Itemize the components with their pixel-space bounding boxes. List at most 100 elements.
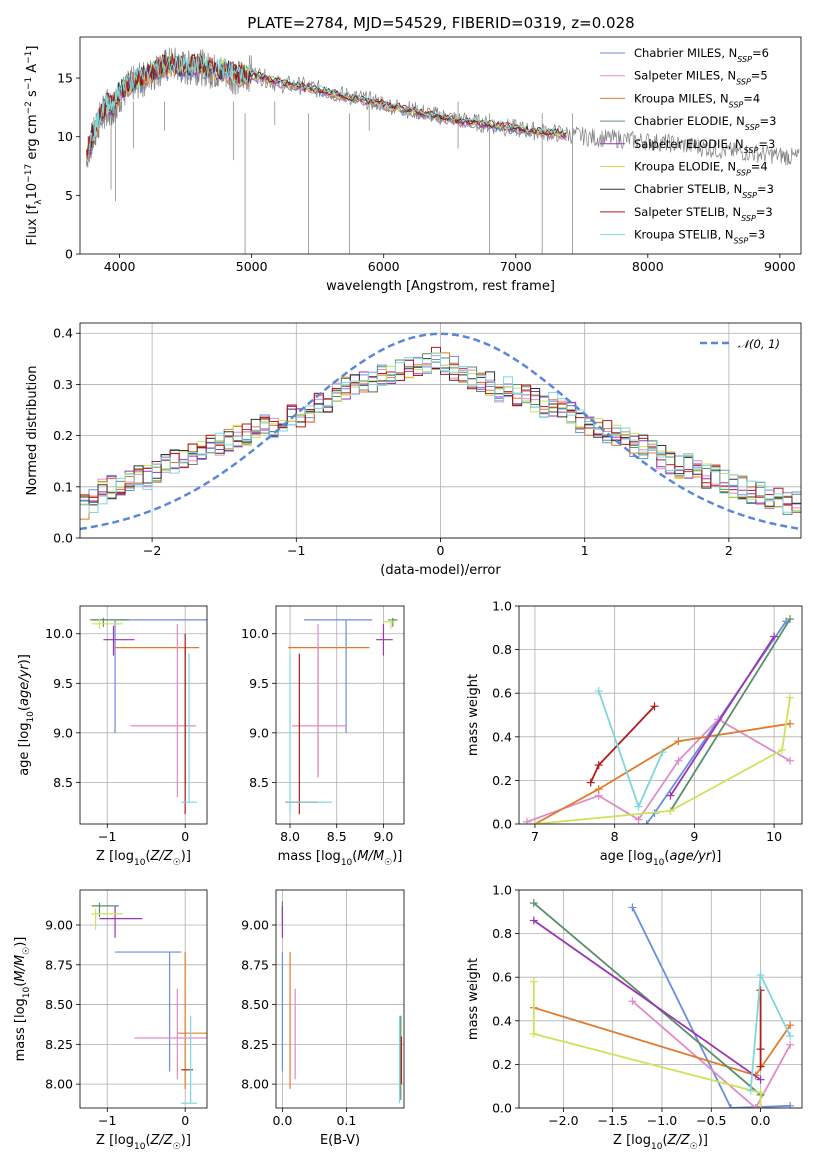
y-tick-label: 9.00 — [241, 918, 269, 933]
x-axis-label: Z [log10(Z/Z☉)] — [96, 849, 191, 868]
legend: Chabrier MILES, NSSP=6 Salpeter MILES, NS… — [600, 46, 776, 245]
y-tick-label: 10.0 — [241, 626, 269, 641]
x-tick-label: 8000 — [632, 259, 664, 274]
x-tick-label: 10 — [766, 829, 782, 844]
plot-area — [285, 617, 398, 815]
y-tick-label: 0.4 — [53, 326, 73, 341]
panel-mass-weight-vs-Z: −2.0 −1.5 −1.0 −0.5 0.0 0.0 0.2 0.4 0.6 0.8 1.0 Z [… — [466, 883, 803, 1152]
x-tick-label: 1 — [581, 543, 589, 558]
x-axis-label: age [log10(age/yr)] — [600, 849, 722, 868]
panel-age-vs-Z: −1 0 8.5 9.0 9.5 10.0 Z [log10(Z/Z☉)] age [log1… — [17, 605, 208, 868]
x-tick-label: 8 — [611, 829, 619, 844]
series-line — [533, 902, 762, 1096]
normal-curve — [80, 332, 801, 531]
panel-spectrum: 4000 5000 6000 7000 8000 9000 0 5 10 15 Chabrier M… — [24, 36, 802, 294]
x-tick-label: 0 — [181, 829, 189, 844]
y-tick-label: 8.00 — [241, 1077, 269, 1092]
x-tick-label: 5000 — [236, 259, 268, 274]
y-tick-label: 0.0 — [492, 817, 512, 832]
axes-frame — [518, 605, 803, 825]
y-axis-label: mass weight — [466, 958, 481, 1040]
plot-area — [90, 617, 207, 815]
axes-frame — [275, 889, 405, 1109]
axes-frame — [275, 605, 405, 825]
x-tick-label: 0 — [181, 1113, 189, 1128]
series-line — [534, 722, 791, 824]
x-tick-label: −1.5 — [597, 1113, 627, 1128]
y-tick-label: 9.5 — [249, 676, 269, 691]
x-axis-label: Z [log10(Z/Z☉)] — [613, 1133, 708, 1152]
y-tick-label: 0.3 — [53, 377, 73, 392]
x-axis-label: Z [log10(Z/Z☉)] — [96, 1133, 191, 1152]
x-tick-label: −2.0 — [548, 1113, 578, 1128]
series-line — [669, 618, 791, 812]
y-tick-label: 0.4 — [492, 1013, 512, 1028]
y-axis-label: Flux [fλ10−17 erg cm−2 s−1 A−1] — [24, 46, 44, 246]
x-tick-label: −0.5 — [696, 1113, 726, 1128]
x-tick-label: 9.0 — [373, 829, 393, 844]
series-line — [532, 981, 762, 1108]
x-tick-label: −2 — [143, 543, 161, 558]
x-tick-label: 9 — [690, 829, 698, 844]
x-tick-label: 6000 — [368, 259, 400, 274]
y-tick-label: 1.0 — [492, 883, 512, 898]
series-line — [534, 697, 791, 824]
y-tick-label: 9.0 — [249, 725, 269, 740]
x-tick-label: 0.1 — [336, 1113, 356, 1128]
y-axis-label: Normed distribution — [25, 366, 40, 496]
x-tick-label: 8.0 — [280, 829, 300, 844]
y-tick-label: 8.25 — [241, 1037, 269, 1052]
series-line — [631, 1000, 791, 1108]
y-tick-label: 10.0 — [45, 626, 73, 641]
legend-label: Chabrier MILES, NSSP=6 — [634, 46, 769, 64]
x-axis-label: wavelength [Angstrom, rest frame] — [326, 279, 555, 294]
plot-area — [86, 47, 800, 254]
legend-label: Salpeter STELIB, NSSP=3 — [634, 205, 773, 223]
y-axis-label: mass [log10(M/M☉)] — [13, 937, 32, 1062]
plot-area — [529, 899, 795, 1108]
x-tick-label: −1 — [287, 543, 305, 558]
y-tick-label: 8.5 — [53, 775, 73, 790]
axes-frame — [79, 36, 802, 255]
legend-label: Kroupa STELIB, NSSP=3 — [634, 228, 765, 246]
y-tick-label: 9.0 — [53, 725, 73, 740]
x-tick-label: 0.0 — [751, 1113, 771, 1128]
plot-area — [281, 901, 403, 1104]
legend-label: Chabrier STELIB, NSSP=3 — [634, 182, 774, 200]
model-spectrum — [86, 54, 567, 163]
series-line — [533, 919, 762, 1081]
y-tick-label: 9.00 — [45, 918, 73, 933]
y-tick-label: 0.2 — [492, 1057, 512, 1072]
y-tick-label: 0.0 — [492, 1101, 512, 1116]
y-tick-label: 8.00 — [45, 1077, 73, 1092]
plot-area — [522, 615, 795, 824]
y-tick-label: 5 — [65, 188, 73, 203]
y-tick-label: 8.50 — [45, 997, 73, 1012]
y-tick-label: 8.5 — [249, 775, 269, 790]
y-tick-label: 0.8 — [492, 926, 512, 941]
x-axis-label: mass [log10(M/M☉)] — [278, 849, 403, 868]
x-axis-label: (data-model)/error — [380, 563, 501, 578]
x-tick-label: −1 — [98, 829, 116, 844]
panel-mass-vs-EBV: 0.0 0.1 8.00 8.25 8.50 8.75 9.00 E(B-V) — [241, 889, 405, 1148]
axes-frame — [79, 889, 208, 1109]
y-tick-label: 10 — [57, 129, 73, 144]
axes-frame — [79, 605, 208, 825]
y-tick-label: 8.75 — [45, 957, 73, 972]
plot-area — [91, 902, 207, 1104]
series-line — [526, 718, 791, 823]
histogram-step — [80, 352, 801, 514]
x-tick-label: 0 — [437, 543, 445, 558]
panel-mass-vs-Z: −1 0 8.00 8.25 8.50 8.75 9.00 Z [log10(Z/Z☉)] ma… — [13, 889, 208, 1152]
y-tick-label: 0.2 — [53, 428, 73, 443]
panel-residual-histogram: −2 −1 0 1 2 0.0 0.1 0.2 0.3 0.4 𝒩(0, 1) (data-model… — [25, 322, 802, 578]
y-tick-label: 0.2 — [492, 773, 512, 788]
legend-label: 𝒩(0, 1) — [738, 337, 780, 351]
x-tick-label: 7 — [531, 829, 539, 844]
y-tick-label: 0.0 — [53, 531, 73, 546]
x-tick-label: 4000 — [104, 259, 136, 274]
series-line — [669, 636, 775, 797]
x-tick-label: 2 — [725, 543, 733, 558]
